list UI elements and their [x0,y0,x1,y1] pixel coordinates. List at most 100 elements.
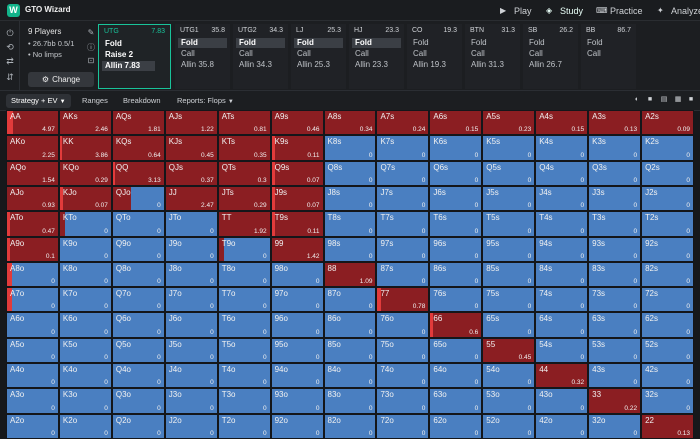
action-option[interactable]: Allin 31.3 [471,60,504,69]
hand-cell[interactable]: K9o 0 [58,236,112,262]
action-option[interactable]: Fold [352,38,401,48]
hand-cell[interactable]: J9o 0 [164,236,218,262]
hand-cell[interactable]: KTo 0 [58,211,112,237]
hand-cell[interactable]: T9o 0 [217,236,271,262]
hand-cell[interactable]: A2o 0 [6,413,59,439]
hand-cell[interactable]: T6o 0 [217,312,271,338]
hand-cell[interactable]: K6s 0 [429,135,483,161]
action-option[interactable]: Call [471,49,485,58]
hand-cell[interactable]: Q3o 0 [111,388,165,414]
hand-cell[interactable]: JTs 0.29 [217,185,271,212]
hand-cell[interactable]: T2o 0 [217,413,271,439]
hand-cell[interactable]: AJo 0.93 [6,185,59,212]
hand-cell[interactable]: J5s 0 [482,185,536,212]
action-option[interactable]: Call [239,49,253,58]
hand-cell[interactable]: K4o 0 [58,363,112,389]
hand-cell[interactable]: 53s 0 [588,337,642,364]
hand-cell[interactable]: 93o 0 [270,388,324,414]
hand-cell[interactable]: K8s 0 [323,135,377,161]
hand-cell[interactable]: 32s 0 [641,388,694,414]
hand-cell[interactable]: A9s 0.46 [270,110,324,136]
tab-breakdown[interactable]: Breakdown [123,96,161,105]
hand-cell[interactable]: 64o 0 [429,363,483,389]
hand-cell[interactable]: 95s 0 [482,236,536,262]
hand-cell[interactable]: AJs 1.22 [164,110,218,136]
hand-cell[interactable]: Q4s 0 [535,160,589,186]
hand-cell[interactable]: Q3s 0 [588,160,642,186]
hand-cell[interactable]: 76s 0 [429,287,483,313]
view-full-icon[interactable]: ■ [688,96,694,103]
hand-cell[interactable]: T5s 0 [482,211,536,237]
hand-cell[interactable]: 85o 0 [323,337,377,364]
hand-cell[interactable]: T9s 0.11 [270,211,324,237]
hand-cell[interactable]: T7s 0 [376,211,430,237]
hand-cell[interactable]: J4s 0 [535,185,589,212]
hand-cell[interactable]: KK 3.86 [58,135,112,161]
hand-cell[interactable]: 93s 0 [588,236,642,262]
tab-reports-flops[interactable]: Reports: Flops ▼ [177,94,234,108]
lock-icon[interactable]: ⊡ [87,56,95,65]
hand-cell[interactable]: 82s 0 [641,261,694,288]
hand-cell[interactable]: A3s 0.13 [588,110,642,136]
hand-cell[interactable]: 86o 0 [323,312,377,338]
hand-cell[interactable]: J9s 0.07 [270,185,324,212]
hand-cell[interactable]: K7s 0 [376,135,430,161]
hand-cell[interactable]: T2s 0 [641,211,694,237]
collapse-icon[interactable]: ⇵ [6,72,14,82]
hand-cell[interactable]: 96o 0 [270,312,324,338]
hand-cell[interactable]: ATo 0.47 [6,211,59,237]
hand-cell[interactable]: 75o 0 [376,337,430,364]
action-option[interactable]: Fold [413,38,429,47]
hand-cell[interactable]: A6o 0 [6,312,59,338]
action-option[interactable]: Fold [294,38,343,48]
hand-cell[interactable]: 62o 0 [429,413,483,439]
hand-cell[interactable]: Q7s 0 [376,160,430,186]
action-option[interactable]: Fold [529,38,545,47]
hand-cell[interactable]: T3s 0 [588,211,642,237]
hand-cell[interactable]: KJo 0.07 [58,185,112,212]
hand-cell[interactable]: Q5o 0 [111,337,165,364]
hand-cell[interactable]: K4s 0 [535,135,589,161]
action-option[interactable]: Call [587,49,601,58]
hand-cell[interactable]: 32o 0 [588,413,642,439]
rewind-icon[interactable]: ⟲ [6,42,14,52]
hand-cell[interactable]: QTo 0 [111,211,165,237]
hand-cell[interactable]: K9s 0.11 [270,135,324,161]
hand-cell[interactable]: A4o 0 [6,363,59,389]
info-icon[interactable]: ⓘ [87,43,95,52]
hand-cell[interactable]: QJo 0 [111,185,165,212]
hand-cell[interactable]: 97o 0 [270,287,324,313]
hand-cell[interactable]: A9o 0.1 [6,236,59,262]
hand-cell[interactable]: K7o 0 [58,287,112,313]
hand-cell[interactable]: 77 0.78 [376,287,430,313]
hand-cell[interactable]: AKo 2.25 [6,135,59,161]
hand-cell[interactable]: 84o 0 [323,363,377,389]
hand-cell[interactable]: 72o 0 [376,413,430,439]
hand-cell[interactable]: T8o 0 [217,261,271,288]
hand-cell[interactable]: QQ 3.13 [111,160,165,186]
hand-cell[interactable]: 88 1.09 [323,261,377,288]
action-option[interactable]: Allin 19.3 [413,60,446,69]
hand-cell[interactable]: T4o 0 [217,363,271,389]
hand-cell[interactable]: 74o 0 [376,363,430,389]
hand-cell[interactable]: 98o 0 [270,261,324,288]
action-option[interactable]: Fold [105,39,122,48]
hand-cell[interactable]: 87s 0 [376,261,430,288]
hand-cell[interactable]: 42s 0 [641,363,694,389]
hand-cell[interactable]: KJs 0.45 [164,135,218,161]
hand-cell[interactable]: TT 1.92 [217,211,271,237]
hand-cell[interactable]: 54o 0 [482,363,536,389]
hand-cell[interactable]: 76o 0 [376,312,430,338]
hand-cell[interactable]: Q2s 0 [641,160,694,186]
position-co[interactable]: CO 19.3 Fold Call Allin 19.3 [407,24,462,89]
hand-cell[interactable]: 87o 0 [323,287,377,313]
tab-strategy-ev[interactable]: Strategy + EV ▼ [6,94,71,108]
hand-cell[interactable]: J8s 0 [323,185,377,212]
hand-cell[interactable]: K5o 0 [58,337,112,364]
hand-cell[interactable]: T7o 0 [217,287,271,313]
view-grid-icon[interactable]: ▦ [674,96,682,103]
hand-cell[interactable]: K2s 0 [641,135,694,161]
hand-cell[interactable]: Q9o 0 [111,236,165,262]
hand-cell[interactable]: Q9s 0.07 [270,160,324,186]
hand-cell[interactable]: 54s 0 [535,337,589,364]
